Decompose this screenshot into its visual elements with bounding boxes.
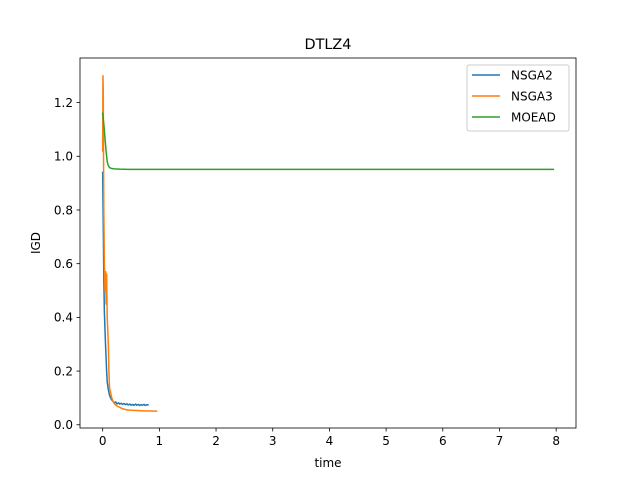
series-line-nsga2 xyxy=(101,171,149,407)
x-tick-label: 8 xyxy=(552,434,560,448)
x-tick-label: 5 xyxy=(382,434,390,448)
legend-label-moead: MOEAD xyxy=(511,110,556,124)
y-tick-label: 0.6 xyxy=(54,257,73,271)
x-axis: 0 1 2 3 4 5 6 7 8 xyxy=(99,428,560,448)
plot-frame xyxy=(79,57,577,429)
x-tick-label: 1 xyxy=(156,434,164,448)
legend-label-nsga3: NSGA3 xyxy=(511,89,553,103)
y-tick-label: 0.4 xyxy=(54,311,73,325)
y-tick-label: 0.8 xyxy=(54,203,73,217)
series-layer xyxy=(101,74,555,412)
series-line-nsga3 xyxy=(101,74,158,412)
y-tick-label: 0.2 xyxy=(54,364,73,378)
x-tick-label: 2 xyxy=(212,434,220,448)
legend-label-nsga2: NSGA2 xyxy=(511,68,553,82)
y-axis: 0.0 0.2 0.4 0.6 0.8 1.0 1.2 xyxy=(54,96,80,432)
y-tick-label: 0.0 xyxy=(54,418,73,432)
x-tick-label: 6 xyxy=(439,434,447,448)
legend-frame xyxy=(466,64,570,132)
plot-area xyxy=(79,57,577,429)
series-line-moead xyxy=(101,112,555,171)
x-tick-label: 4 xyxy=(326,434,334,448)
chart-title: DTLZ4 xyxy=(305,37,352,53)
y-tick-label: 1.2 xyxy=(54,96,73,110)
x-tick-label: 0 xyxy=(99,434,107,448)
y-axis-label: IGD xyxy=(29,232,43,254)
x-tick-label: 7 xyxy=(496,434,504,448)
x-tick-label: 3 xyxy=(269,434,277,448)
legend: NSGA2 NSGA3 MOEAD xyxy=(466,64,570,132)
y-tick-label: 1.0 xyxy=(54,150,73,164)
x-axis-label: time xyxy=(314,456,341,470)
